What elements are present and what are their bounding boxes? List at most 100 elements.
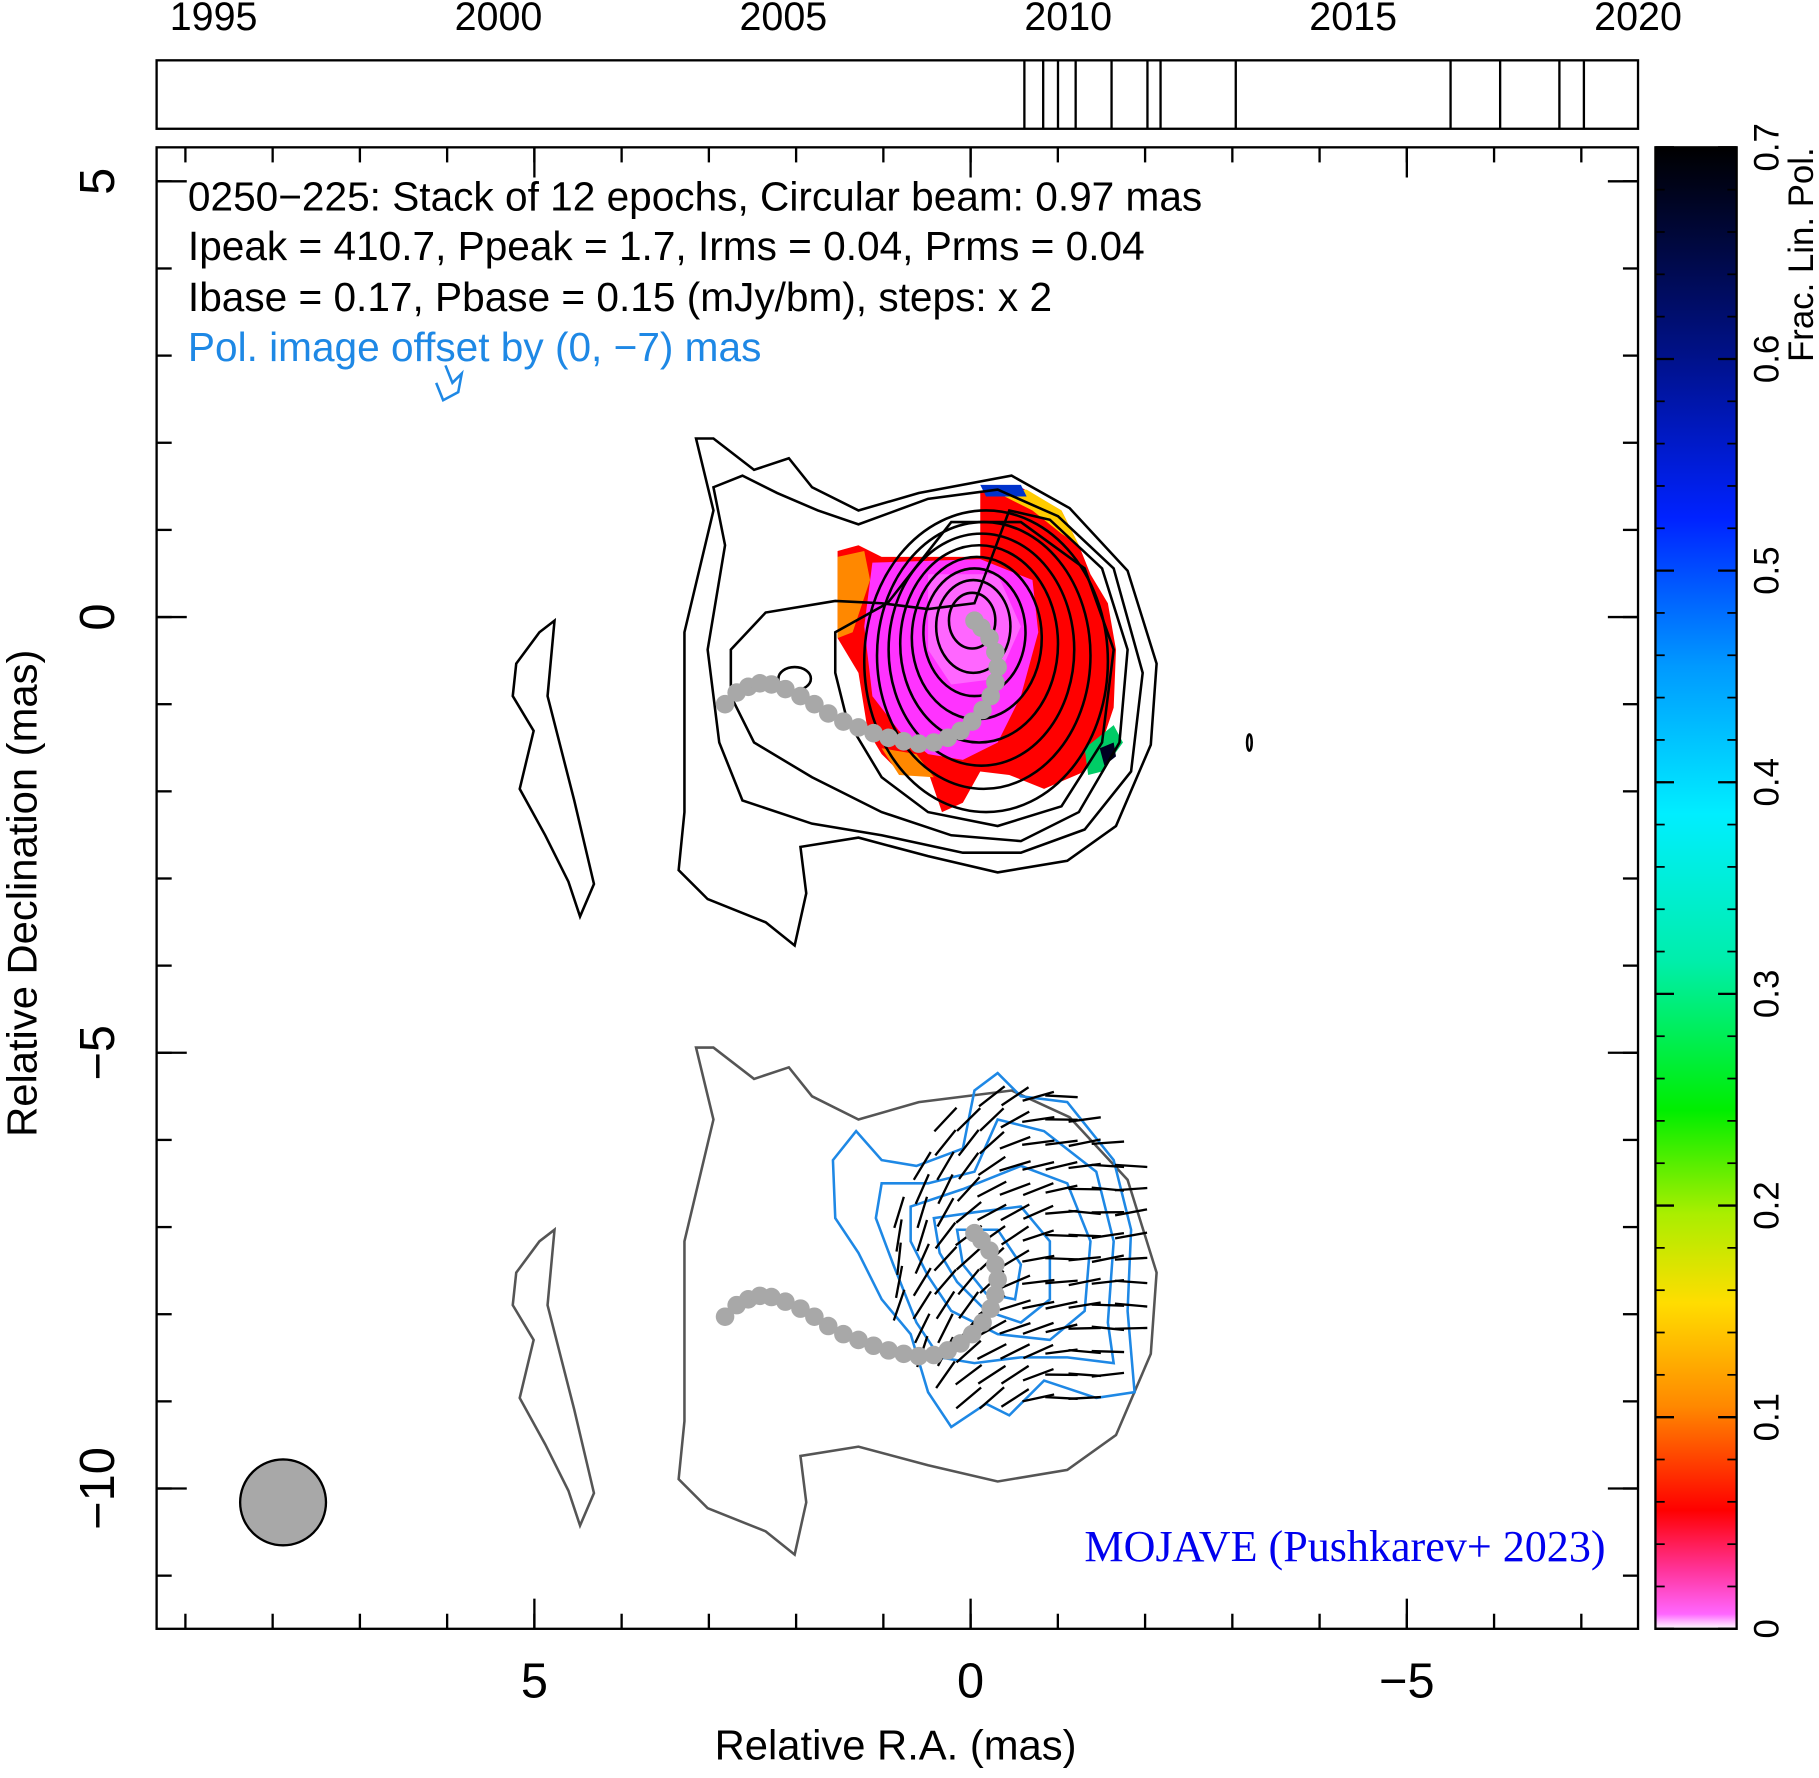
evpa-stick [1068, 1277, 1101, 1287]
evpa-stick [999, 1299, 1031, 1312]
evpa-stick [1091, 1231, 1125, 1240]
title-line: Pol. image offset by (0, −7) mas [188, 324, 761, 370]
title-line: Ibase = 0.17, Pbase = 0.15 (mJy/bm), ste… [188, 274, 1052, 320]
evpa-stick [1114, 1163, 1148, 1169]
evpa-stick [934, 1268, 957, 1296]
ridge-dot [819, 1316, 838, 1336]
ridge-dot [849, 1330, 868, 1350]
y-tick-label: 0 [71, 603, 125, 630]
evpa-stick [1000, 1343, 1031, 1360]
ridge-dot [834, 712, 853, 731]
evpa-stick [956, 1176, 981, 1202]
evpa-stick [977, 1319, 1007, 1338]
x-tick-label: 0 [957, 1654, 984, 1708]
title-line: 0250−225: Stack of 12 epochs, Circular b… [188, 173, 1202, 219]
evpa-stick [1068, 1116, 1101, 1123]
ridge-dot [894, 1344, 913, 1364]
pol-region-dark [1099, 742, 1116, 766]
ridge-dot [776, 679, 795, 699]
evpa-stick [1114, 1279, 1148, 1285]
colorbar-tick-label: 0.3 [1747, 970, 1786, 1018]
ridge-dot [805, 1307, 824, 1327]
evpa-stick [914, 1313, 931, 1344]
x-tick-label: −5 [1379, 1654, 1435, 1708]
evpa-stick [1045, 1161, 1078, 1171]
evpa-stick [914, 1173, 930, 1205]
pol-region-blue [980, 484, 1027, 497]
evpa-stick [1045, 1323, 1078, 1334]
evpa-stick [976, 1343, 1007, 1360]
evpa-stick [936, 1151, 955, 1181]
evpa-stick [979, 1130, 1005, 1155]
evpa-stick [1045, 1184, 1078, 1194]
colorbar-tick-label: 0.2 [1747, 1181, 1786, 1229]
ridge-dot [776, 1292, 795, 1311]
timeline-tick-label: 2000 [455, 0, 543, 39]
evpa-stick [1068, 1233, 1101, 1238]
evpa-stick [914, 1243, 930, 1275]
evpa-stick [955, 1246, 982, 1271]
ridge-dot [973, 700, 992, 720]
evpa-stick [1068, 1256, 1101, 1262]
evpa-stick [896, 1242, 902, 1276]
evpa-stick [1022, 1367, 1054, 1382]
evpa-stick [977, 1203, 1007, 1222]
ridge-dot [965, 611, 984, 630]
ridge-dot [879, 1341, 898, 1360]
y-tick-label: −5 [71, 1025, 125, 1081]
evpa-stick [1000, 1110, 1030, 1129]
evpa-stick [1022, 1115, 1055, 1124]
evpa-stick [999, 1182, 1031, 1196]
evpa-stick [957, 1129, 980, 1157]
x-tick-label: 5 [521, 1654, 548, 1708]
evpa-stick [1000, 1225, 1030, 1246]
y-axis-title: Relative Declination (mas) [0, 650, 46, 1137]
evpa-stick [1068, 1138, 1101, 1148]
timeline-box [155, 59, 1640, 130]
evpa-stick [1000, 1249, 1030, 1269]
evpa-stick [916, 1219, 929, 1252]
y-tick-label: 5 [71, 168, 125, 195]
evpa-stick [1000, 1086, 1030, 1107]
timeline-tick-label: 2020 [1594, 0, 1682, 39]
plot-frame [155, 146, 1640, 1630]
colorbar [1654, 146, 1738, 1630]
pol-region-yellow [997, 489, 1079, 546]
colorbar-tick-label: 0 [1747, 1619, 1786, 1638]
evpa-stick [1022, 1393, 1055, 1403]
evpa-stick [1022, 1139, 1055, 1146]
evpa-stick [978, 1386, 1005, 1410]
jet-ridge [715, 611, 1007, 1366]
evpa-stick [1114, 1208, 1148, 1217]
pol-region-orange [837, 551, 871, 639]
evpa-stick [936, 1197, 955, 1228]
evpa-stick [999, 1322, 1031, 1335]
evpa-stick [958, 1152, 980, 1180]
evpa-stick [1000, 1364, 1030, 1385]
evpa-stick [976, 1180, 1007, 1198]
ridge-dot [849, 718, 868, 737]
timeline-tick-label: 2005 [739, 0, 827, 39]
evpa-stick [1114, 1302, 1148, 1308]
ridge-dot [965, 1223, 984, 1243]
colorbar-tick-label: 0.6 [1747, 335, 1786, 383]
evpa-stick [1022, 1321, 1054, 1335]
evpa-stick [912, 1290, 932, 1320]
evpa-stick [999, 1274, 1031, 1290]
ridge-dot [973, 1313, 992, 1332]
evpa-stick [1000, 1203, 1030, 1222]
ridge-dot [986, 1255, 1005, 1274]
evpa-stick [1114, 1231, 1148, 1240]
evpa-sticks [892, 1085, 1148, 1410]
evpa-stick [937, 1313, 954, 1344]
colorbar-tick-label: 0.5 [1747, 546, 1786, 594]
timeline-tick-label: 2010 [1024, 0, 1112, 39]
ridge-dot [879, 728, 898, 748]
evpa-stick [999, 1135, 1031, 1150]
intensity-outline [511, 1046, 1158, 1557]
evpa-stick [1045, 1094, 1078, 1099]
evpa-stick [1114, 1256, 1148, 1261]
evpa-stick [1091, 1303, 1125, 1307]
ridge-dot [986, 672, 1005, 692]
evpa-stick [895, 1219, 903, 1252]
